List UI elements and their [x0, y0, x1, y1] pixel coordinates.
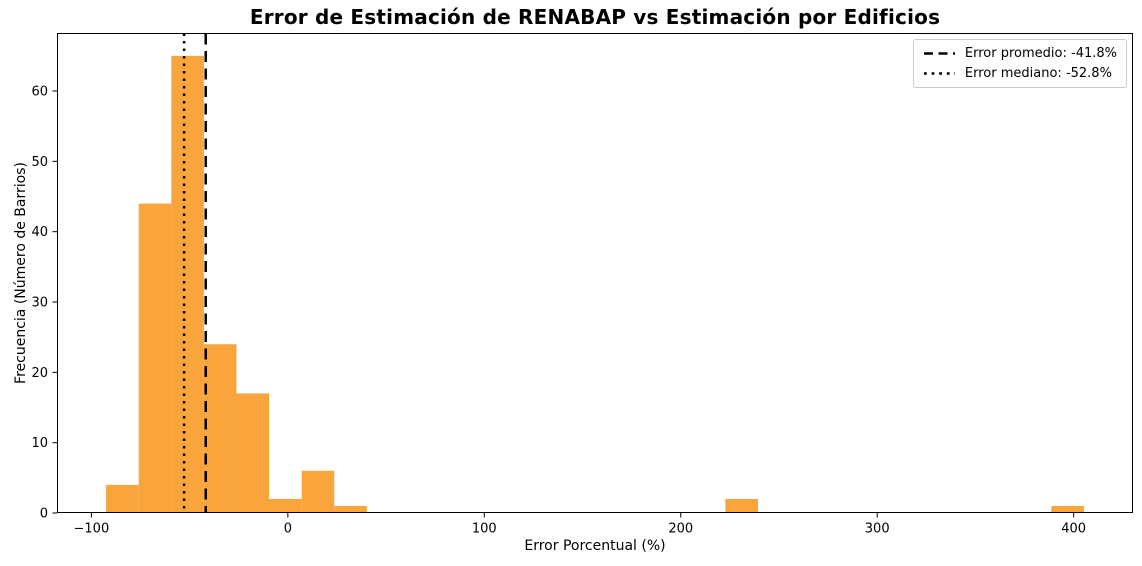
- x-tick-label: 200: [668, 522, 693, 537]
- legend-dashed-line-icon: [923, 52, 955, 55]
- legend-dotted-line-icon: [923, 72, 955, 75]
- legend: Error promedio: -41.8% Error mediano: -52…: [912, 39, 1127, 88]
- histogram-bar: [725, 498, 758, 513]
- legend-entry: Error promedio: -41.8%: [923, 46, 1117, 61]
- y-tick-label: 50: [31, 155, 48, 170]
- chart-title: Error de Estimación de RENABAP vs Estima…: [249, 5, 941, 29]
- x-tick-label: 100: [472, 522, 497, 537]
- legend-label: Error promedio: -41.8%: [964, 46, 1117, 61]
- histogram-bar: [106, 484, 139, 513]
- x-tick-label: 400: [1061, 522, 1086, 537]
- y-tick-label: 30: [31, 296, 48, 311]
- bars-group: [106, 55, 1084, 514]
- y-axis-ticks: 0 10 20 30 40 50 60: [31, 85, 57, 522]
- x-tick-label: −100: [74, 522, 110, 537]
- legend-label: Error mediano: -52.8%: [964, 66, 1112, 81]
- plot-frame: [57, 33, 1133, 513]
- y-tick-label: 0: [40, 507, 48, 522]
- y-axis-label: Frecuencia (Número de Barrios): [13, 162, 29, 384]
- y-tick-label: 40: [31, 225, 48, 240]
- y-tick-label: 60: [31, 85, 48, 100]
- histogram-bar: [236, 393, 270, 513]
- x-tick-label: 300: [865, 522, 890, 537]
- y-tick-label: 10: [31, 436, 48, 451]
- histogram-bar: [138, 203, 172, 514]
- histogram-bar: [269, 498, 302, 513]
- x-axis-label: Error Porcentual (%): [524, 538, 666, 554]
- histogram-bar: [334, 505, 367, 513]
- histogram-bar: [301, 470, 335, 513]
- reference-lines-group: [182, 33, 207, 513]
- x-tick-label: 0: [284, 522, 292, 537]
- legend-entry: Error mediano: -52.8%: [923, 66, 1117, 81]
- x-axis-ticks: −100 0 100 200 300 400: [74, 513, 1086, 537]
- histogram-bar: [1051, 505, 1084, 513]
- histogram-bar: [171, 55, 204, 514]
- y-tick-label: 20: [31, 366, 48, 381]
- axes-frame: [57, 33, 1133, 513]
- histogram-bar: [203, 344, 237, 513]
